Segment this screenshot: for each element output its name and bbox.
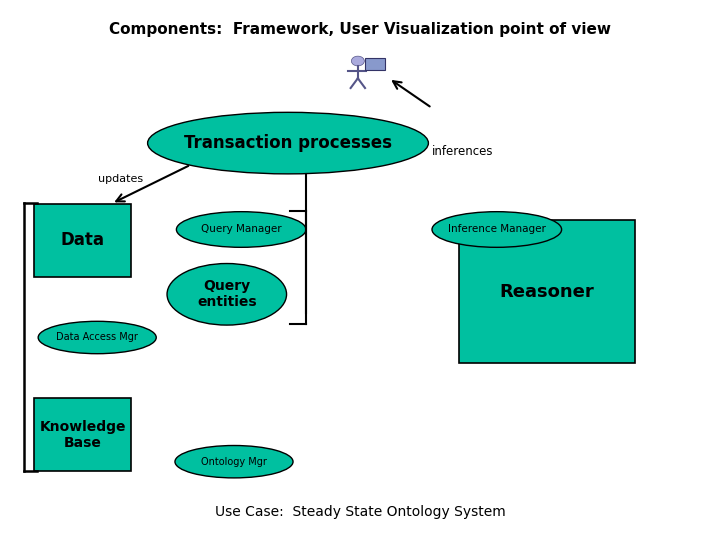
Ellipse shape [148, 112, 428, 174]
Text: Ontology Mgr: Ontology Mgr [201, 457, 267, 467]
Ellipse shape [432, 212, 562, 247]
Ellipse shape [176, 212, 306, 247]
Text: Knowledge
Base: Knowledge Base [40, 420, 126, 450]
Ellipse shape [167, 264, 287, 325]
Text: Inference Manager: Inference Manager [448, 225, 546, 234]
Text: Query
entities: Query entities [197, 279, 256, 309]
Bar [35, 204, 132, 276]
Text: Use Case:  Steady State Ontology System: Use Case: Steady State Ontology System [215, 505, 505, 519]
Circle shape [351, 56, 364, 66]
Text: Components:  Framework, User Visualization point of view: Components: Framework, User Visualizatio… [109, 22, 611, 37]
Bar [365, 58, 385, 70]
Text: updates: updates [99, 174, 143, 184]
Ellipse shape [38, 321, 156, 354]
Text: Data Access Mgr: Data Access Mgr [56, 333, 138, 342]
Bar [35, 399, 132, 471]
Text: Reasoner: Reasoner [500, 282, 595, 301]
Ellipse shape [175, 446, 293, 478]
Text: Transaction processes: Transaction processes [184, 134, 392, 152]
Text: Query Manager: Query Manager [201, 225, 282, 234]
Bar [459, 220, 635, 363]
Text: Data: Data [60, 231, 105, 249]
Text: inferences: inferences [432, 145, 493, 158]
